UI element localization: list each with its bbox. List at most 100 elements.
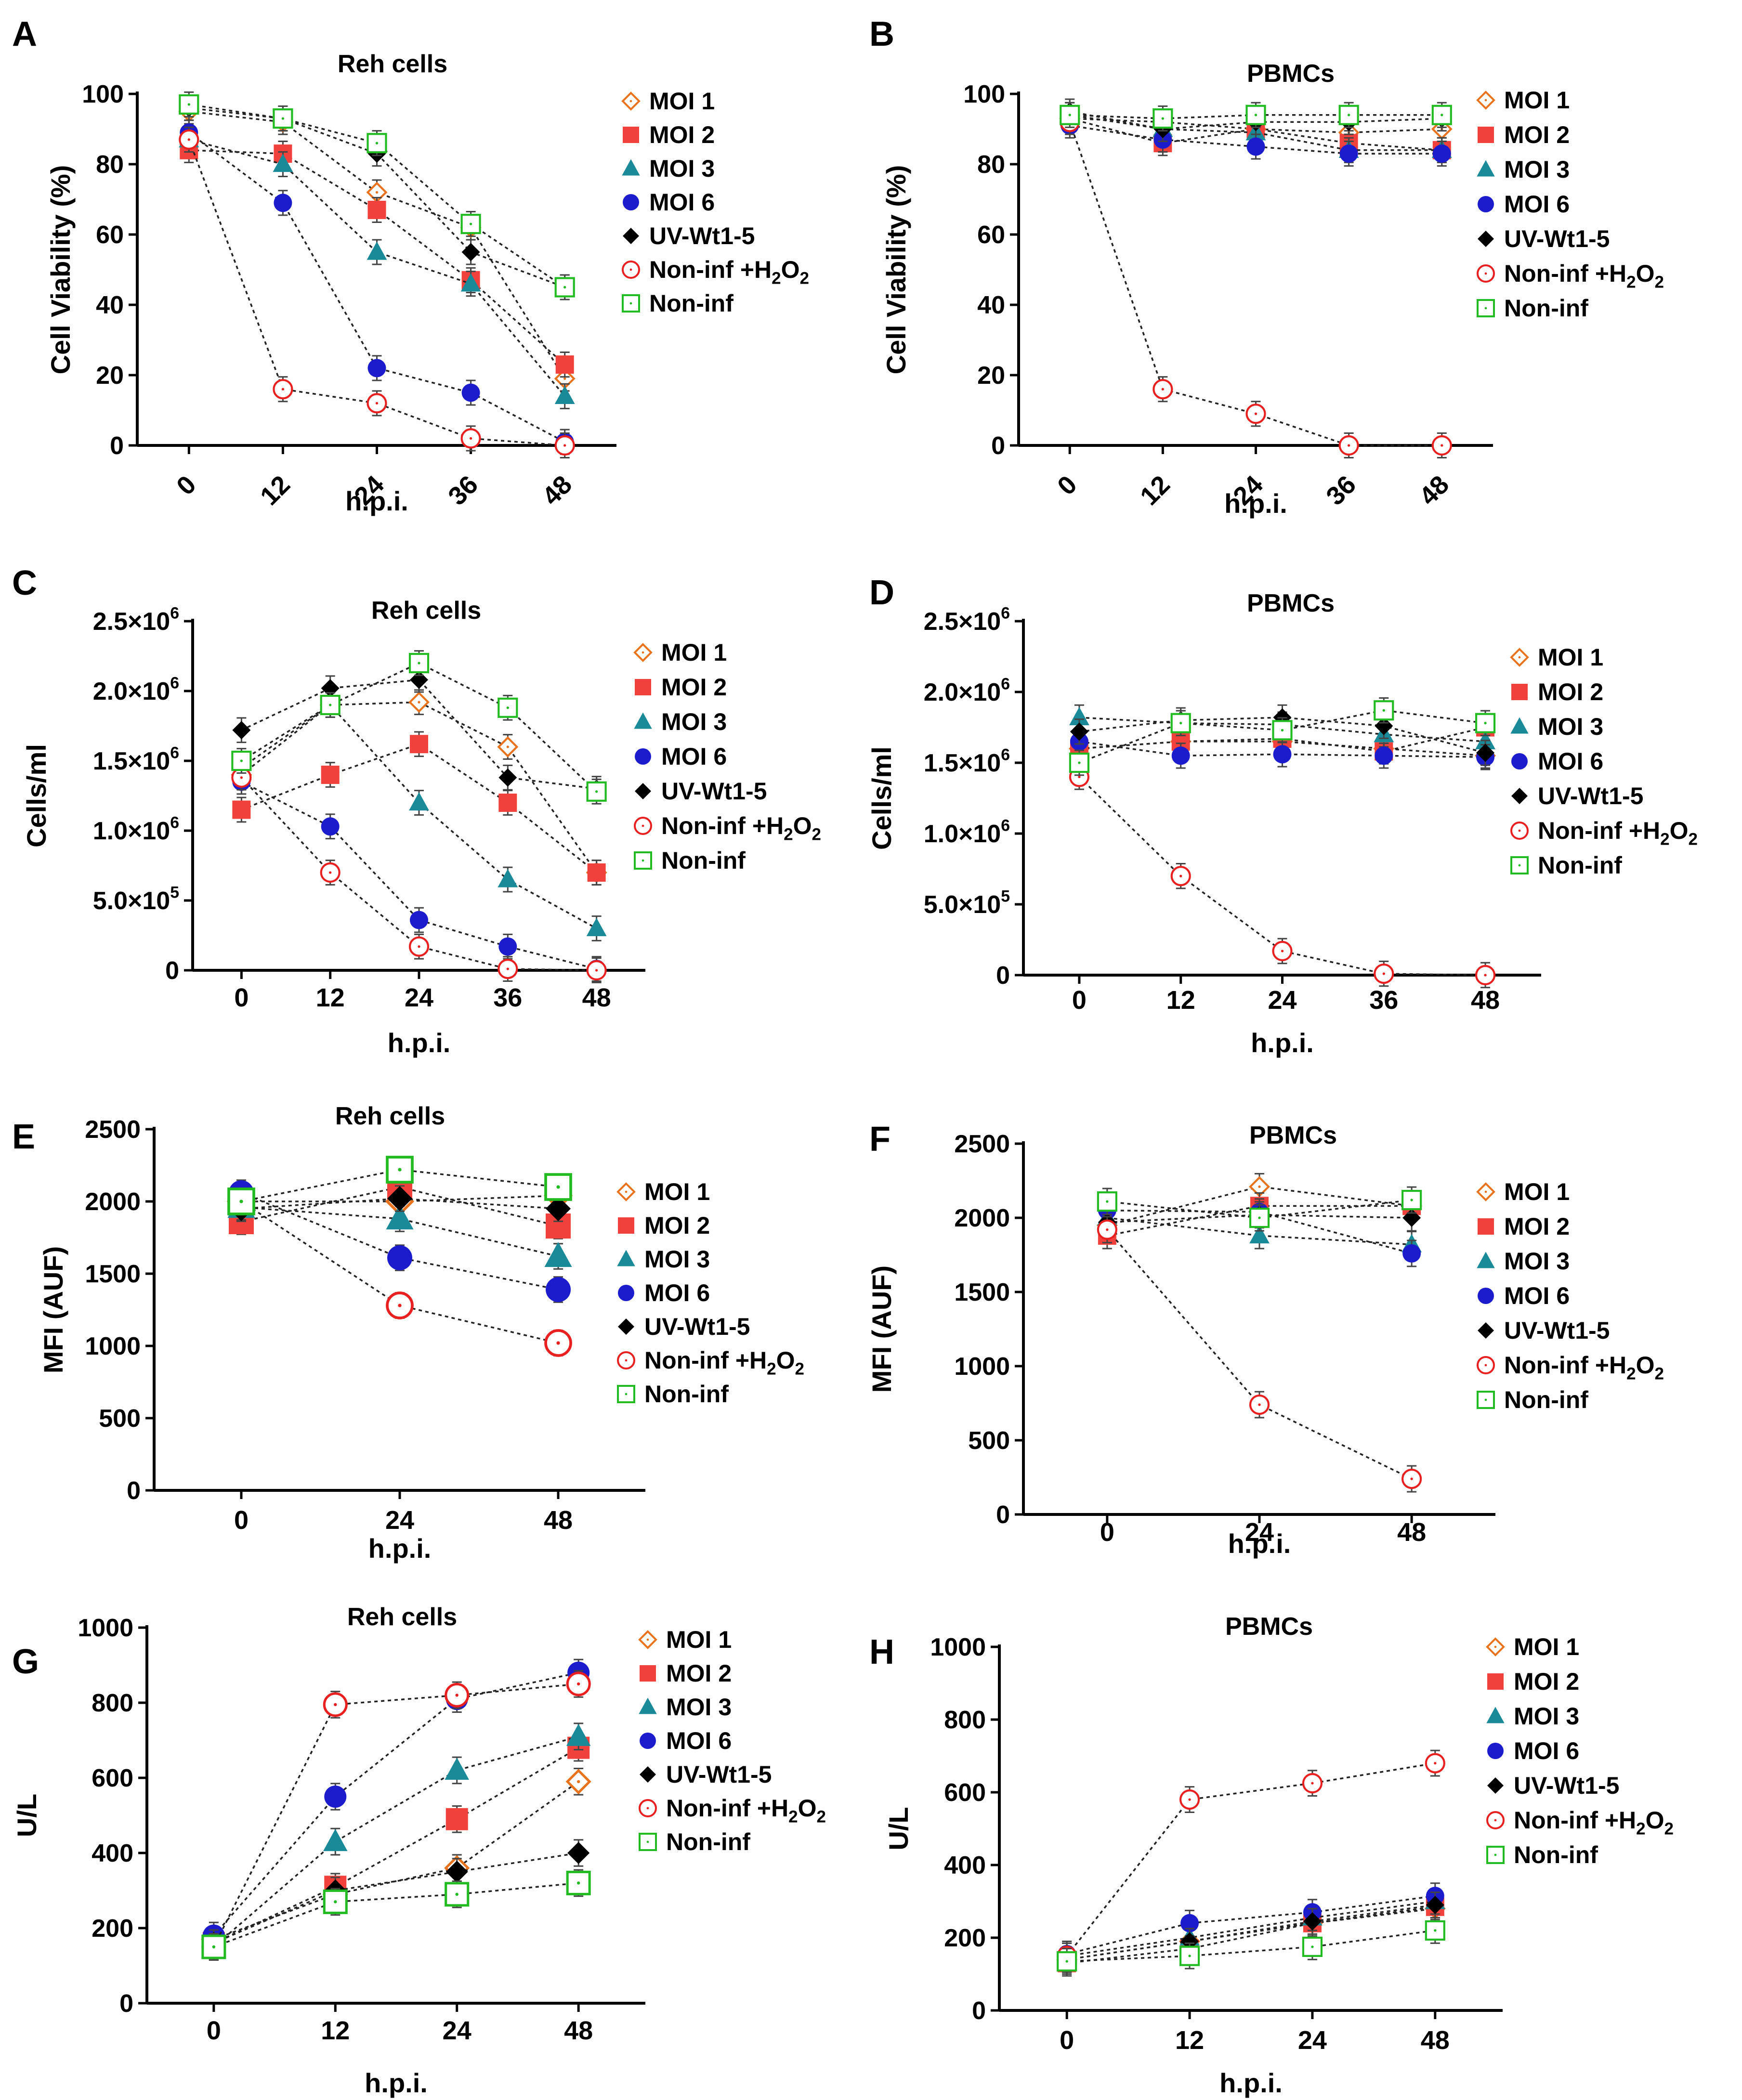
series-moi6 [1061,112,1451,167]
series-line [213,1747,579,1944]
tick-label: 80 [96,151,124,179]
legend-marker-h2o2-dot [1484,1364,1487,1367]
point-moi1-dot [506,745,509,748]
tick-label: 5.0×105 [93,884,179,915]
point-h2o2-dot [1441,444,1443,447]
tick-label: 20 [96,362,124,390]
point-moi3 [554,385,575,404]
series-noninf [1057,1917,1445,1975]
point-h2o2-dot [576,1682,580,1686]
legend-marker-moi2 [618,1217,634,1234]
tick-label: 40 [977,291,1005,319]
point-noninf-dot [1068,114,1071,117]
point-noninf-dot [455,1892,458,1896]
point-moi6 [1180,1914,1199,1932]
x-axis-label: h.p.i. [365,2068,428,2098]
point-h2o2-dot [455,1694,458,1697]
point-h2o2-dot [1347,444,1350,447]
series-moi2 [1058,1893,1444,1977]
legend-marker-moi3 [622,159,640,176]
point-moi6 [1375,746,1393,765]
panel-label: B [869,15,894,53]
tick-label: 5.0×105 [924,887,1010,919]
tick-label: 2500 [954,1130,1010,1158]
point-moi6 [461,383,480,402]
point-moi6 [1246,137,1265,156]
point-h2o2-dot [329,871,332,874]
legend-label-moi1: MOI 1 [1538,644,1603,671]
tick-label: 0 [991,432,1005,460]
tick-label: 100 [82,80,124,108]
point-moi1-dot [375,191,379,194]
legend-marker-h2o2-dot [646,1807,649,1810]
legend-marker-moi3 [1510,717,1529,734]
tick-label: 1.5×106 [93,744,179,775]
series-line [1069,124,1442,155]
point-moi1-dot [563,377,566,380]
chart-title: PBMCs [1225,1613,1313,1641]
point-noninf-dot [1434,1929,1437,1932]
panel-label: G [12,1643,39,1681]
point-h2o2-dot [563,444,566,447]
series-moi2 [232,731,606,886]
series-line [241,701,598,874]
legend-label-moi1: MOI 1 [1504,1178,1570,1205]
tick-label: 36 [493,983,522,1012]
point-moi6 [321,817,340,836]
legend: MOI 1 MOI 2 MOI 3 MOI 6 UV-Wt1-5 Non-inf +H2O… [633,639,821,874]
tick-label: 1500 [85,1260,141,1288]
y-axis-label: U/L [12,1794,42,1837]
point-noninf [273,108,293,129]
tick-label: 200 [944,1924,986,1952]
point-noninf [179,94,199,115]
tick-label: 0 [1072,986,1087,1015]
series-line [213,1683,579,1947]
series-noninf [1060,102,1452,132]
legend-label-h2o2: Non-inf +H2O2 [644,1347,804,1379]
legend-marker-moi6 [1478,196,1494,212]
tick-label: 800 [944,1706,986,1734]
legend-label-h2o2: Non-inf +H2O2 [1504,1352,1664,1383]
legend-label-moi1: MOI 1 [1504,87,1570,114]
legend-marker-uv [1487,1777,1504,1794]
tick-label: 800 [92,1689,133,1717]
tick-label: 200 [92,1915,133,1943]
point-h2o2-dot [1254,412,1257,415]
point-h2o2-dot [1311,1782,1314,1785]
legend-label-moi6: MOI 6 [1514,1737,1579,1764]
point-moi2 [367,200,386,219]
point-noninf-dot [1258,1216,1261,1219]
series-line [1066,1895,1436,1955]
legend-label-h2o2: Non-inf +H2O2 [1504,260,1664,292]
point-noninf-dot [418,662,420,665]
panel-label: C [12,564,37,602]
series-noninf [1069,697,1496,776]
x-axis-label: h.p.i. [1251,1028,1314,1058]
point-noninf-dot [239,1200,243,1203]
point-noninf-dot [1188,1955,1191,1957]
legend-marker-h2o2-dot [1484,272,1487,275]
legend-marker-moi3 [1477,160,1495,177]
point-noninf-dot [187,103,190,106]
point-moi3 [544,1242,572,1267]
legend-label-h2o2: Non-inf +H2O2 [649,256,809,288]
legend-marker-moi1-dot [1494,1645,1497,1648]
legend-marker-uv [1478,231,1494,247]
point-moi3 [323,1829,348,1852]
point-moi1-dot [1258,1185,1261,1188]
legend-marker-noninf-dot [625,1393,628,1396]
point-noninf-dot [212,1945,216,1949]
tick-label: 1.5×106 [924,746,1010,777]
tick-label: 48 [582,983,611,1012]
panel-E: E Reh cells 0 500 1000 1500 2000 2500 0 24 48 h.p.i… [12,1102,804,1564]
legend-label-moi3: MOI 3 [1504,1248,1570,1275]
legend: MOI 1 MOI 2 MOI 3 MOI 6 UV-Wt1-5 Non-inf +H2O… [1476,87,1664,322]
series-line [188,131,565,443]
series-noninf [227,1156,572,1215]
tick-label: 36 [1321,470,1362,511]
x-axis-label: h.p.i. [1228,1528,1291,1559]
series-line [1066,1900,1436,1957]
point-noninf-dot [1311,1945,1314,1948]
legend: MOI 1 MOI 2 MOI 3 MOI 6 UV-Wt1-5 Non-inf +H2O… [616,1178,804,1408]
